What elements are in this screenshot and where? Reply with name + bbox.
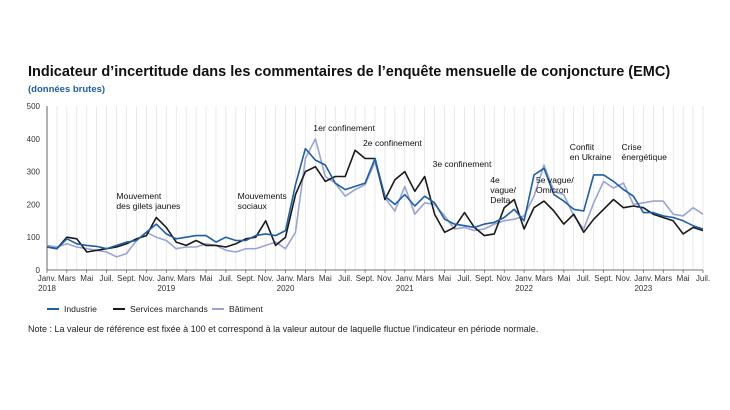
x-tick-label: Nov. [616,274,632,283]
x-tick-label: Juil. [696,274,710,283]
y-tick-label: 400 [27,135,41,144]
x-tick-label: Sept. [356,274,375,283]
annotation-label: 1er confinement [313,123,375,133]
annotation-label: Conflit [570,142,595,152]
x-tick-label: Janv. [38,274,57,283]
x-year-label: 2021 [396,284,414,293]
x-tick-label: Juil. [577,274,591,283]
x-tick-label: Sept. [236,274,255,283]
x-tick-label: Mars [654,274,672,283]
chart-subtitle: (données brutes) [28,84,106,95]
annotation-label: 5e vague/ [536,175,574,185]
x-tick-label: Janv. [276,274,295,283]
x-tick-label: Mai [557,274,570,283]
y-tick-label: 100 [27,233,41,242]
x-tick-label: Juil. [338,274,352,283]
x-tick-label: Mars [58,274,76,283]
legend-label: Services marchands [130,304,208,314]
x-tick-label: Mai [80,274,93,283]
annotation-label: Mouvements [238,191,287,201]
x-tick-label: Nov. [258,274,274,283]
x-tick-label: Juil. [100,274,114,283]
x-tick-label: Mars [535,274,553,283]
x-year-label: 2022 [515,284,533,293]
x-tick-label: Janv. [396,274,415,283]
x-tick-label: Mars [177,274,195,283]
annotation-label: 3e confinement [433,159,492,169]
series-line-industrie [46,147,704,250]
annotation-label: des gilets jaunes [116,201,180,211]
y-tick-label: 300 [27,168,41,177]
annotation-label: Delta [490,195,510,205]
x-tick-label: Janv. [157,274,176,283]
annotation-label: 2e confinement [363,138,422,148]
x-tick-label: Juil. [457,274,471,283]
x-tick-label: Sept. [475,274,494,283]
x-year-label: 2023 [634,284,652,293]
x-year-label: 2020 [277,284,295,293]
annotation-label: 4e [490,175,500,185]
annotation-label: en Ukraine [570,152,612,162]
annotation-label: Omicron [536,185,569,195]
x-tick-label: Mai [200,274,213,283]
annotation-label: Mouvement [116,191,162,201]
x-tick-label: Nov. [138,274,154,283]
legend-label: Industrie [64,304,97,314]
x-year-label: 2018 [38,284,56,293]
y-tick-label: 200 [27,200,41,209]
x-tick-label: Mai [677,274,690,283]
x-tick-label: Mars [297,274,315,283]
annotation-label: Crise [621,142,641,152]
x-tick-label: Mai [438,274,451,283]
annotation-label: sociaux [238,201,268,211]
chart-title: Indicateur d’incertitude dans les commen… [28,64,671,80]
x-tick-label: Juil. [219,274,233,283]
annotation-label: vague/ [490,185,516,195]
legend-label: Bâtiment [229,304,264,314]
x-tick-label: Mars [416,274,434,283]
x-tick-label: Mai [319,274,332,283]
y-tick-label: 0 [36,266,41,275]
x-tick-label: Janv. [634,274,653,283]
y-tick-label: 500 [27,102,41,111]
x-tick-label: Janv. [515,274,534,283]
chart-note: Note : La valeur de référence est fixée … [28,324,539,334]
x-tick-label: Sept. [117,274,136,283]
x-tick-label: Nov. [496,274,512,283]
annotation-label: énergétique [621,152,667,162]
x-year-label: 2019 [157,284,175,293]
x-tick-label: Nov. [377,274,393,283]
x-tick-label: Sept. [594,274,613,283]
